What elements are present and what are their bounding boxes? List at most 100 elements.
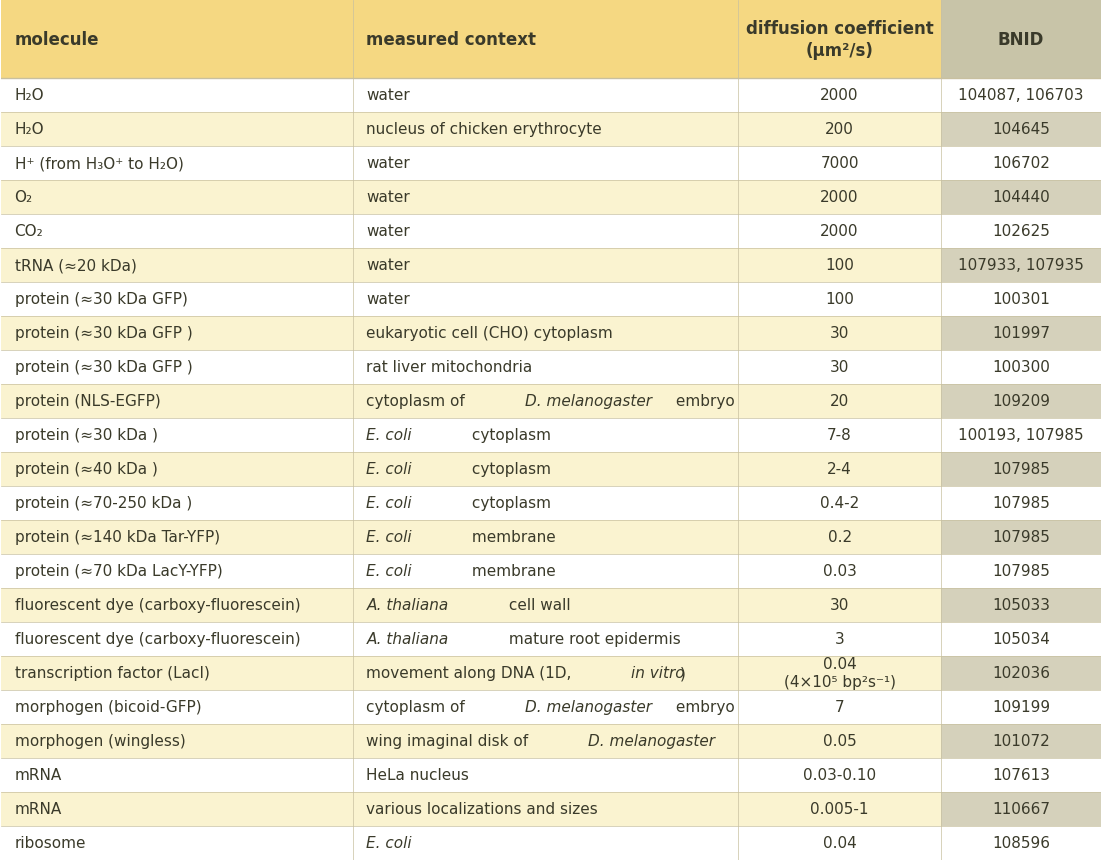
Bar	[1, 384, 941, 418]
Text: 2000: 2000	[821, 190, 859, 205]
Text: 0.03: 0.03	[823, 563, 857, 579]
Text: 107613: 107613	[992, 767, 1050, 782]
Text: fluorescent dye (carboxy-fluorescein): fluorescent dye (carboxy-fluorescein)	[14, 598, 300, 612]
Text: A. thaliana: A. thaliana	[366, 631, 449, 647]
Text: ): )	[681, 666, 686, 680]
Text: 105034: 105034	[992, 631, 1050, 647]
Text: 104645: 104645	[992, 122, 1050, 137]
Text: D. melanogaster: D. melanogaster	[525, 699, 652, 715]
Text: 3: 3	[835, 631, 845, 647]
Text: 110667: 110667	[992, 802, 1050, 816]
Text: 102625: 102625	[992, 224, 1050, 238]
Text: E. coli: E. coli	[366, 563, 411, 579]
Bar	[1, 181, 941, 214]
Text: tRNA (≈20 kDa): tRNA (≈20 kDa)	[14, 258, 137, 273]
Text: 2000: 2000	[821, 224, 859, 238]
Bar	[1, 452, 941, 486]
Bar	[1, 249, 941, 282]
Text: E. coli: E. coli	[366, 835, 411, 850]
Text: water: water	[366, 156, 410, 171]
Text: morphogen (wingless): morphogen (wingless)	[14, 734, 185, 748]
Text: cytoplasm: cytoplasm	[467, 461, 552, 477]
Text: ribosome: ribosome	[14, 835, 86, 850]
Text: 200: 200	[825, 122, 854, 137]
Text: water: water	[366, 190, 410, 205]
Text: 104440: 104440	[992, 190, 1050, 205]
Text: 100: 100	[825, 258, 854, 273]
Text: 7: 7	[835, 699, 845, 715]
Text: protein (≈70-250 kDa ): protein (≈70-250 kDa )	[14, 496, 192, 511]
Bar	[941, 724, 1101, 758]
Text: E. coli: E. coli	[366, 428, 411, 443]
Text: 107985: 107985	[992, 496, 1050, 511]
Text: measured context: measured context	[366, 31, 536, 49]
Text: protein (≈40 kDa ): protein (≈40 kDa )	[14, 461, 158, 477]
Bar	[1, 113, 941, 146]
Text: H⁺ (from H₃O⁺ to H₂O): H⁺ (from H₃O⁺ to H₂O)	[14, 156, 183, 171]
Text: cell wall: cell wall	[504, 598, 570, 612]
Text: eukaryotic cell (CHO) cytoplasm: eukaryotic cell (CHO) cytoplasm	[366, 325, 613, 341]
Text: membrane: membrane	[467, 563, 556, 579]
Text: O₂: O₂	[14, 190, 33, 205]
Text: 108596: 108596	[992, 835, 1050, 850]
Text: protein (≈30 kDa GFP ): protein (≈30 kDa GFP )	[14, 360, 192, 375]
Text: 7000: 7000	[821, 156, 859, 171]
Text: 7-8: 7-8	[827, 428, 852, 443]
Text: 0.2: 0.2	[827, 530, 852, 544]
Text: protein (≈30 kDa ): protein (≈30 kDa )	[14, 428, 158, 443]
Text: 102036: 102036	[992, 666, 1050, 680]
Text: 0.03-0.10: 0.03-0.10	[803, 767, 876, 782]
Text: 0.05: 0.05	[823, 734, 856, 748]
Text: 20: 20	[829, 393, 849, 409]
Bar	[1, 2, 941, 78]
Text: protein (≈30 kDa GFP): protein (≈30 kDa GFP)	[14, 292, 188, 307]
Text: 0.005-1: 0.005-1	[811, 802, 869, 816]
Bar	[941, 520, 1101, 554]
Text: 101997: 101997	[992, 325, 1050, 341]
Text: protein (≈140 kDa Tar-YFP): protein (≈140 kDa Tar-YFP)	[14, 530, 219, 544]
Text: H₂O: H₂O	[14, 88, 44, 103]
Bar	[1, 656, 941, 690]
Text: nucleus of chicken erythrocyte: nucleus of chicken erythrocyte	[366, 122, 602, 137]
Text: 109199: 109199	[992, 699, 1050, 715]
Bar	[941, 588, 1101, 622]
Text: D. melanogaster: D. melanogaster	[525, 393, 652, 409]
Text: mRNA: mRNA	[14, 802, 62, 816]
Text: A. thaliana: A. thaliana	[366, 598, 449, 612]
Bar	[941, 113, 1101, 146]
Text: mRNA: mRNA	[14, 767, 62, 782]
Text: in vitro: in vitro	[631, 666, 685, 680]
Text: 105033: 105033	[992, 598, 1050, 612]
Bar	[941, 249, 1101, 282]
Text: 109209: 109209	[992, 393, 1050, 409]
Text: rat liver mitochondria: rat liver mitochondria	[366, 360, 533, 375]
Text: protein (NLS-EGFP): protein (NLS-EGFP)	[14, 393, 160, 409]
Text: 30: 30	[829, 360, 849, 375]
Text: water: water	[366, 88, 410, 103]
Text: water: water	[366, 224, 410, 238]
Text: water: water	[366, 258, 410, 273]
Text: 104087, 106703: 104087, 106703	[959, 88, 1084, 103]
Bar	[1, 792, 941, 826]
Bar	[941, 181, 1101, 214]
Text: water: water	[366, 292, 410, 307]
Text: 2-4: 2-4	[827, 461, 852, 477]
Text: 0.4-2: 0.4-2	[820, 496, 859, 511]
Text: E. coli: E. coli	[366, 530, 411, 544]
Text: BNID: BNID	[998, 31, 1045, 49]
Text: 100193, 107985: 100193, 107985	[959, 428, 1084, 443]
Text: cytoplasm of: cytoplasm of	[366, 699, 470, 715]
Text: diffusion coefficient
(μm²/s): diffusion coefficient (μm²/s)	[746, 20, 933, 60]
Bar	[1, 588, 941, 622]
Text: cytoplasm: cytoplasm	[467, 496, 552, 511]
Text: embryo: embryo	[671, 699, 735, 715]
Text: D. melanogaster: D. melanogaster	[588, 734, 715, 748]
Bar	[941, 656, 1101, 690]
Bar	[941, 384, 1101, 418]
Bar	[941, 452, 1101, 486]
Text: protein (≈70 kDa LacY-YFP): protein (≈70 kDa LacY-YFP)	[14, 563, 223, 579]
Text: embryo: embryo	[671, 393, 735, 409]
Text: movement along DNA (1D,: movement along DNA (1D,	[366, 666, 577, 680]
Text: transcription factor (LacI): transcription factor (LacI)	[14, 666, 210, 680]
Text: fluorescent dye (carboxy-fluorescein): fluorescent dye (carboxy-fluorescein)	[14, 631, 300, 647]
